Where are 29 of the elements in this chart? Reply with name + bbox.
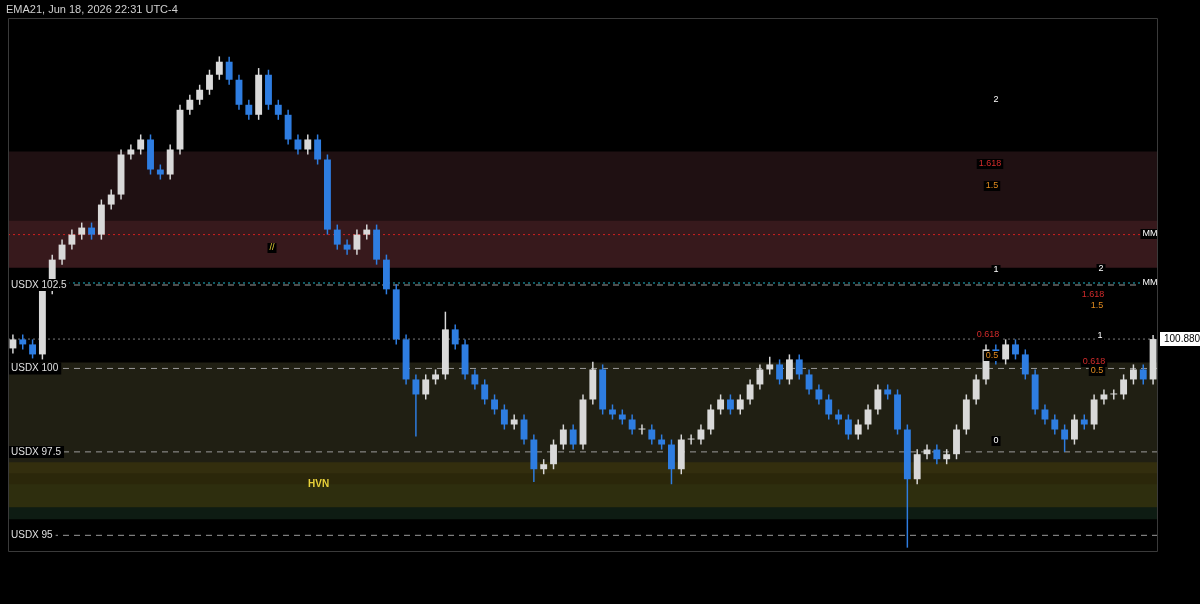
ref-line-label: USDX 95 xyxy=(11,529,54,541)
ref-line-label: USDX 97.5 xyxy=(11,445,62,457)
ref-line-label: USDX 100 xyxy=(11,362,59,374)
ref-line-label: 100.880 xyxy=(1164,332,1200,344)
candlestick xyxy=(510,414,518,430)
annotation: 1 xyxy=(1097,330,1103,341)
annotation: 0.5 xyxy=(1090,365,1104,376)
ref-line-label: USDX 102.5 xyxy=(11,278,68,290)
annotation: 1.5 xyxy=(1090,300,1104,311)
annotation: 1.618 xyxy=(1081,289,1105,300)
annotation: 1 xyxy=(993,264,999,275)
annotation: 0.618 xyxy=(976,329,1000,340)
annotation: 0.5 xyxy=(985,350,999,361)
annotation: // xyxy=(269,242,275,253)
annotation: 0.618 xyxy=(1082,356,1106,367)
candlestick xyxy=(412,374,420,437)
band-label: HVN xyxy=(308,478,330,490)
annotation: 0 xyxy=(993,435,999,446)
annotation: 1.5 xyxy=(985,180,999,191)
candlestick xyxy=(127,144,135,160)
annotation: 2 xyxy=(1098,263,1104,274)
candlestick xyxy=(1110,389,1118,400)
chart-title: EMA21, Jun 18, 2026 22:31 UTC-4 xyxy=(5,2,179,17)
annotation: 1.618 xyxy=(978,158,1002,169)
candlestick xyxy=(343,239,351,255)
annotation: MM xyxy=(1142,277,1158,288)
annotation: 2 xyxy=(993,94,999,105)
candlestick xyxy=(687,434,695,445)
annotation: MM xyxy=(1142,228,1158,239)
